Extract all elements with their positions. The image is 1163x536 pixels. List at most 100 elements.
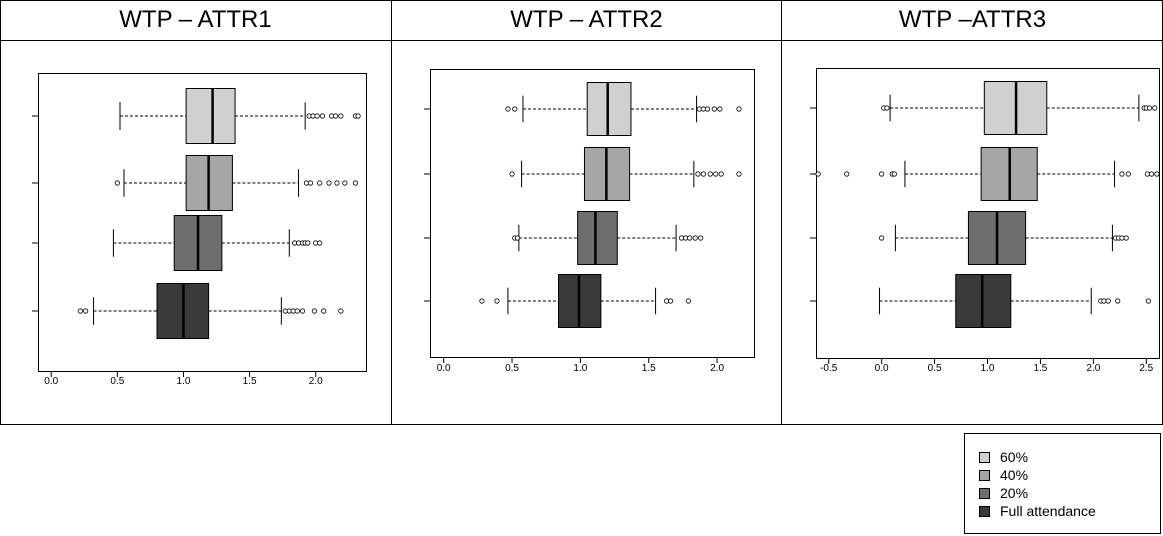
outlier-point (317, 240, 323, 246)
outlier-point (305, 240, 311, 246)
legend-label-40: 40% (1000, 467, 1029, 483)
outlier-point (1123, 235, 1129, 241)
outlier-point (695, 171, 701, 177)
outlier-point (1119, 235, 1125, 241)
x-tick-label: 2.5 (1139, 363, 1153, 374)
x-tick-label: 0.0 (875, 363, 889, 374)
outlier-point (1145, 298, 1152, 304)
iqr-box (185, 88, 236, 144)
outlier-point (704, 106, 711, 112)
outlier-point (494, 298, 500, 304)
outlier-point (479, 298, 485, 304)
box-60% (32, 88, 361, 144)
outlier-point (1148, 171, 1155, 177)
legend-item-full: Full attendance (979, 503, 1096, 519)
outlier-point (815, 171, 821, 177)
x-tick-label: 0.5 (928, 363, 942, 374)
box-60% (424, 82, 742, 136)
legend-item-60: 60% (979, 449, 1028, 465)
outlier-point (711, 106, 717, 112)
legend: 60% 40% 20% Full attendance (964, 433, 1161, 534)
outlier-point (1152, 105, 1158, 111)
outlier-point (314, 113, 320, 119)
outlier-point (509, 171, 515, 177)
box-40% (810, 147, 1160, 201)
outlier-point (321, 308, 327, 314)
outlier-point (332, 113, 339, 119)
legend-label-20: 20% (1000, 485, 1029, 501)
outlier-point (707, 171, 713, 177)
box-full (424, 274, 691, 328)
outlier-point (891, 171, 897, 177)
figure-grid: WTP – ATTR1 WTP – ATTR2 WTP –ATTR3 0.0 0.… (0, 0, 1163, 425)
outlier-point (505, 106, 511, 112)
x-tick-label: 1.0 (177, 376, 191, 387)
outlier-point (83, 308, 89, 314)
outlier-point (352, 180, 359, 186)
x-tick-label: 0.5 (505, 363, 519, 374)
outlier-point (1105, 298, 1111, 304)
legend-swatch-20 (979, 487, 990, 499)
panel-title-attr1: WTP – ATTR1 (119, 6, 272, 33)
plot-frame (430, 69, 755, 358)
outlier-point (114, 180, 120, 186)
outlier-point (299, 308, 306, 314)
outlier-point (512, 106, 518, 112)
outlier-point (692, 235, 698, 241)
outlier-point (307, 180, 314, 186)
x-tick-label: 2.0 (1086, 363, 1100, 374)
legend-swatch-40 (979, 469, 990, 481)
outlier-point (668, 298, 674, 304)
x-tick-label: 1.0 (573, 363, 587, 374)
outlier-point (334, 180, 340, 186)
x-tick-label: 2.0 (309, 376, 323, 387)
legend-swatch-60 (979, 451, 990, 463)
outlier-point (844, 171, 850, 177)
outlier-point (698, 235, 704, 241)
iqr-box (577, 211, 618, 265)
outlier-point (1154, 171, 1160, 177)
x-tick-label: 1.5 (243, 376, 257, 387)
outlier-point (338, 308, 344, 314)
boxplot-attr3: -0.5 0.0 0.5 1.0 1.5 2.0 2.5 (810, 68, 1160, 374)
x-tick-label: -0.5 (820, 363, 838, 374)
box-20% (32, 215, 323, 271)
outlier-point (700, 171, 707, 177)
outlier-point (879, 171, 885, 177)
box-40% (32, 155, 359, 211)
outlier-point (884, 105, 890, 111)
outlier-point (77, 308, 83, 314)
x-tick-label: 1.0 (981, 363, 995, 374)
outlier-point (342, 180, 348, 186)
outlier-point (326, 180, 332, 186)
outlier-point (718, 171, 724, 177)
outlier-point (1146, 105, 1153, 111)
outlier-point (294, 308, 300, 314)
boxplot-attr1: 0.0 0.5 1.0 1.5 2.0 (32, 73, 367, 387)
legend-item-20: 20% (979, 485, 1028, 501)
outlier-point (1125, 171, 1131, 177)
x-tick-label: 1.5 (642, 363, 656, 374)
panel-title-attr2: WTP – ATTR2 (510, 6, 663, 33)
legend-label-full: Full attendance (1000, 503, 1096, 519)
iqr-box (586, 82, 632, 136)
outlier-point (713, 171, 719, 177)
outlier-point (687, 235, 693, 241)
outlier-point (311, 308, 318, 314)
x-tick-label: 0.0 (44, 376, 58, 387)
outlier-point (514, 235, 521, 241)
legend-item-40: 40% (979, 467, 1028, 483)
outlier-point (736, 171, 742, 177)
x-tick-label: 0.5 (110, 376, 124, 387)
legend-swatch-full (979, 505, 990, 517)
plot-frame (38, 73, 367, 372)
outlier-point (317, 180, 323, 186)
outlier-point (717, 106, 723, 112)
x-tick-label: 1.5 (1033, 363, 1047, 374)
x-tick-label: 2.0 (710, 363, 724, 374)
outlier-point (1119, 171, 1125, 177)
outlier-point (338, 113, 344, 119)
box-full (32, 283, 344, 339)
box-40% (424, 147, 742, 201)
boxplot-attr2: 0.0 0.5 1.0 1.5 2.0 (424, 69, 755, 374)
